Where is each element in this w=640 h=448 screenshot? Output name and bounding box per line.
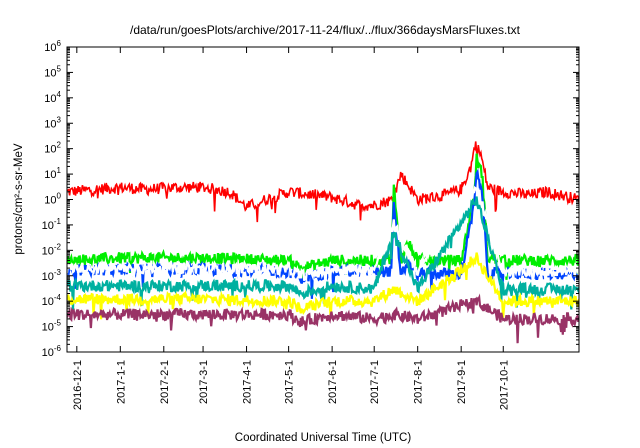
y-tick-label: 102 [44,141,61,156]
chart-title: /data/run/goesPlots/archive/2017-11-24/f… [130,23,521,37]
series-line-4 [67,185,579,293]
x-tick-label: 2017-7-1 [369,360,381,404]
y-tick-exponent: 2 [57,141,62,150]
series-line-7 [67,293,579,344]
y-axis-label: protons/cm²-s-sr-MeV [13,143,25,255]
y-tick-exponent: 1 [57,166,62,175]
x-tick-label: 2017-9-1 [456,360,468,404]
x-tick-label: 2016-12-1 [72,360,84,410]
y-tick-base: 10 [44,67,56,79]
y-tick-label: 105 [44,64,61,79]
y-tick-exponent: -1 [54,217,62,226]
x-tick-label: 2017-8-1 [413,360,425,404]
x-tick-label: 2017-4-1 [242,360,254,404]
y-tick-exponent: -4 [54,293,62,302]
y-tick-label: 100 [44,192,61,207]
y-tick-exponent: -2 [54,242,62,251]
y-tick-base: 10 [42,271,54,283]
y-tick-exponent: 4 [57,90,62,99]
y-tick-label: 10-1 [42,217,62,232]
y-tick-label: 10-4 [42,293,62,308]
y-tick-label: 10-3 [42,268,62,283]
y-tick-exponent: 0 [57,192,62,201]
y-tick-base: 10 [42,347,54,359]
y-axis: 10-610-510-410-310-210-11001011021031041… [42,39,579,359]
series-line-3 [67,168,579,299]
x-tick-label: 2017-5-1 [284,360,296,404]
x-tick-label: 2017-6-1 [327,360,339,404]
x-axis-label: Coordinated Universal Time (UTC) [235,432,412,444]
y-tick-base: 10 [44,144,56,156]
y-tick-exponent: -3 [54,268,62,277]
y-tick-base: 10 [44,93,56,105]
y-tick-base: 10 [44,118,56,130]
y-tick-label: 10-5 [42,319,62,334]
y-tick-label: 101 [44,166,61,181]
y-tick-base: 10 [44,42,56,54]
series-layer [67,141,579,344]
series-line-6 [67,252,579,320]
y-tick-exponent: 5 [57,64,62,73]
y-tick-label: 10-6 [42,344,62,359]
x-tick-label: 2017-10-1 [498,360,510,410]
x-tick-label: 2017-2-1 [159,360,171,404]
y-tick-base: 10 [44,169,56,181]
series-line-2 [67,153,579,280]
y-tick-base: 10 [42,296,54,308]
y-tick-base: 10 [42,322,54,334]
series-line-5 [67,196,579,311]
y-tick-exponent: 6 [57,39,62,48]
x-axis: 2016-12-1 2017-1-1 2017-2-1 2017-3-1 2017-4-… [72,47,510,410]
y-tick-base: 10 [44,195,56,207]
y-tick-base: 10 [42,220,54,232]
y-tick-exponent: 3 [57,115,62,124]
y-tick-exponent: -6 [54,344,62,353]
x-tick-label: 2017-3-1 [198,360,210,404]
y-tick-exponent: -5 [54,319,62,328]
series-line-1 [67,141,579,223]
x-tick-label: 2017-1-1 [115,360,127,404]
y-tick-base: 10 [42,245,54,257]
y-tick-label: 103 [44,115,61,130]
y-tick-label: 104 [44,90,61,105]
y-tick-label: 10-2 [42,242,62,257]
y-tick-label: 106 [44,39,61,54]
